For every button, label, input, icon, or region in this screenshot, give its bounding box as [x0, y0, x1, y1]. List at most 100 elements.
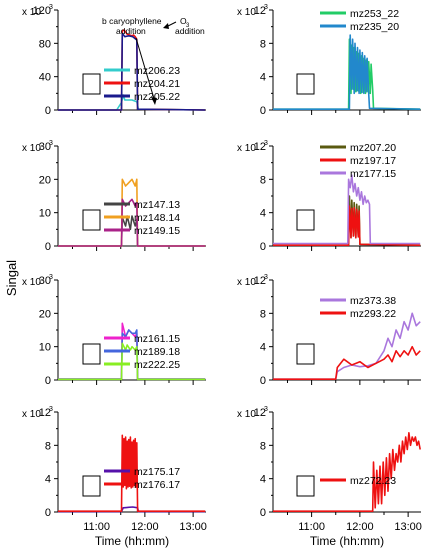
- series-line-mz373.38: [273, 312, 421, 380]
- y-tick-label: 0: [260, 105, 266, 117]
- y-multiplier: x 10: [237, 277, 256, 288]
- legend-label: mz189.18: [134, 346, 180, 358]
- series-line-mz272.23: [273, 432, 421, 512]
- x-tick-label: 11:00: [83, 521, 110, 533]
- y-tick-label: 4: [45, 474, 51, 486]
- legend-label: mz197.17: [350, 155, 396, 167]
- y-tick-label: 0: [45, 105, 51, 117]
- y-axis-title: Singal: [4, 260, 19, 296]
- y-multiplier-exp: 3: [49, 406, 53, 413]
- legend-label: mz235_20: [350, 21, 399, 33]
- x-axis-title: Time (hh:mm): [310, 534, 384, 548]
- legend-label: mz177.15: [350, 168, 396, 180]
- y-multiplier: x 10: [22, 277, 41, 288]
- y-tick-label: 40: [39, 72, 51, 84]
- annotation-bcaryo: b caryophyllene: [102, 16, 162, 26]
- legend-label: mz175.17: [134, 466, 180, 478]
- y-tick-label: 120: [33, 5, 51, 17]
- legend-label: mz222.25: [134, 359, 180, 371]
- series-line-mz147.13: [58, 215, 206, 247]
- series-line-mz204.21: [58, 29, 206, 111]
- legend-label: mz293.22: [350, 308, 396, 320]
- y-tick-label: 8: [260, 174, 266, 186]
- y-multiplier-exp: 3: [49, 140, 53, 147]
- y-multiplier-exp: 3: [49, 274, 53, 281]
- annotation-o3-sub: 3: [186, 23, 190, 29]
- series-line-mz207.20: [273, 195, 421, 246]
- annotation-addition: addition: [116, 26, 146, 36]
- y-multiplier: x 10: [237, 7, 256, 18]
- y-tick-label: 0: [45, 375, 51, 387]
- series-line-mz189.18: [58, 329, 206, 380]
- annotation-o3: O: [180, 16, 187, 26]
- y-tick-label: 8: [45, 440, 51, 452]
- legend-label: mz204.21: [134, 78, 180, 90]
- y-tick-label: 20: [39, 174, 51, 186]
- legend-label: mz147.13: [134, 199, 180, 211]
- series-line-mz205.22: [58, 32, 206, 111]
- y-tick-label: 0: [260, 375, 266, 387]
- x-tick-label: 11:00: [298, 521, 325, 533]
- y-tick-label: 0: [45, 241, 51, 253]
- y-tick-label: 0: [260, 507, 266, 519]
- legend-label: mz176.17: [134, 479, 180, 491]
- series-line-mz149.15: [58, 198, 206, 247]
- y-tick-label: 12: [39, 407, 51, 419]
- legend-label: mz253_22: [350, 8, 399, 20]
- series-line-mz235_20: [273, 34, 421, 110]
- y-tick-label: 8: [260, 440, 266, 452]
- y-multiplier: x 10: [22, 143, 41, 154]
- y-multiplier-exp: 3: [49, 4, 53, 11]
- arrow-head: [151, 97, 157, 105]
- y-multiplier: x 10: [237, 409, 256, 420]
- y-tick-label: 10: [39, 208, 51, 220]
- legend-label: mz148.14: [134, 212, 180, 224]
- y-multiplier: x 10: [22, 409, 41, 420]
- y-multiplier-exp: 3: [264, 406, 268, 413]
- y-tick-label: 4: [260, 208, 266, 220]
- y-tick-label: 12: [254, 141, 266, 153]
- legend-label: mz161.15: [134, 333, 180, 345]
- series-line-mz253_22: [273, 38, 421, 110]
- y-multiplier: x 10: [22, 7, 41, 18]
- legend-label: mz206.23: [134, 65, 180, 77]
- y-tick-label: 10: [39, 342, 51, 354]
- legend-label: mz207.20: [350, 142, 396, 154]
- annotation-arrow: [135, 37, 156, 103]
- x-tick-label: 12:00: [346, 521, 374, 533]
- series-line-mz177.15: [273, 174, 421, 245]
- legend-label: mz272.23: [350, 475, 396, 487]
- series-line-mz161.15: [58, 322, 206, 380]
- series-line-mz206.23: [58, 94, 206, 111]
- legend-label: mz205.22: [134, 91, 180, 103]
- y-tick-label: 20: [39, 308, 51, 320]
- y-tick-label: 4: [260, 72, 266, 84]
- y-multiplier-exp: 3: [264, 140, 268, 147]
- x-axis-title: Time (hh:mm): [95, 534, 169, 548]
- y-tick-label: 8: [260, 38, 266, 50]
- y-tick-label: 30: [39, 141, 51, 153]
- series-line-mz176.17: [58, 434, 206, 512]
- y-tick-label: 12: [254, 407, 266, 419]
- y-tick-label: 8: [260, 308, 266, 320]
- y-multiplier-exp: 3: [264, 274, 268, 281]
- y-tick-label: 12: [254, 275, 266, 287]
- y-tick-label: 4: [260, 474, 266, 486]
- annotation-o3-addition: addition: [175, 26, 205, 36]
- series-line-mz197.17: [273, 205, 421, 246]
- x-tick-label: 13:00: [179, 521, 207, 533]
- x-tick-label: 13:00: [394, 521, 422, 533]
- series-line-mz148.14: [58, 178, 206, 247]
- arrow-head: [163, 23, 169, 29]
- series-line-mz293.22: [273, 345, 421, 380]
- y-multiplier: x 10: [237, 143, 256, 154]
- y-tick-label: 30: [39, 275, 51, 287]
- y-tick-label: 12: [254, 5, 266, 17]
